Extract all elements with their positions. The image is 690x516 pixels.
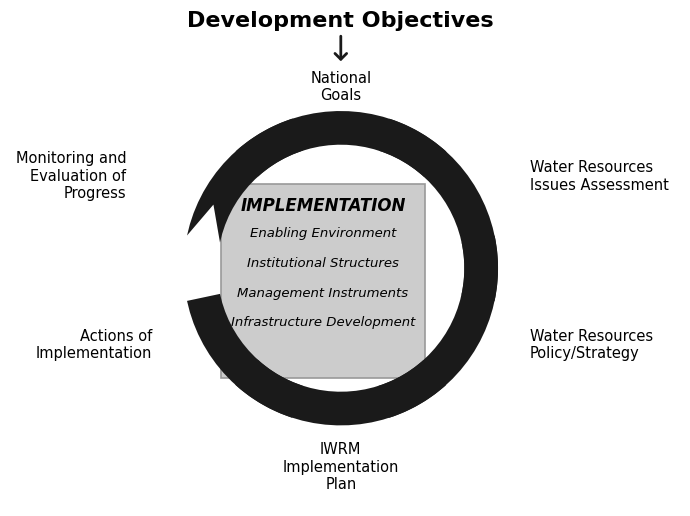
Text: Infrastructure Development: Infrastructure Development (230, 316, 415, 329)
Text: Actions of
Implementation: Actions of Implementation (36, 329, 152, 361)
Text: Monitoring and
Evaluation of
Progress: Monitoring and Evaluation of Progress (16, 151, 126, 201)
Text: Water Resources
Issues Assessment: Water Resources Issues Assessment (530, 160, 669, 192)
Text: IWRM
Implementation
Plan: IWRM Implementation Plan (283, 442, 399, 492)
Text: Institutional Structures: Institutional Structures (247, 257, 399, 270)
Text: Water Resources
Policy/Strategy: Water Resources Policy/Strategy (530, 329, 653, 361)
Polygon shape (222, 347, 303, 418)
FancyBboxPatch shape (221, 184, 425, 378)
Polygon shape (235, 119, 332, 176)
Text: Enabling Environment: Enabling Environment (250, 228, 396, 240)
Polygon shape (349, 360, 446, 418)
Text: National
Goals: National Goals (310, 71, 371, 103)
Text: Development Objectives: Development Objectives (188, 11, 494, 30)
Text: Management Instruments: Management Instruments (237, 286, 408, 300)
Polygon shape (462, 235, 498, 332)
Polygon shape (187, 111, 498, 425)
Polygon shape (379, 119, 460, 190)
Text: IMPLEMENTATION: IMPLEMENTATION (240, 197, 406, 215)
